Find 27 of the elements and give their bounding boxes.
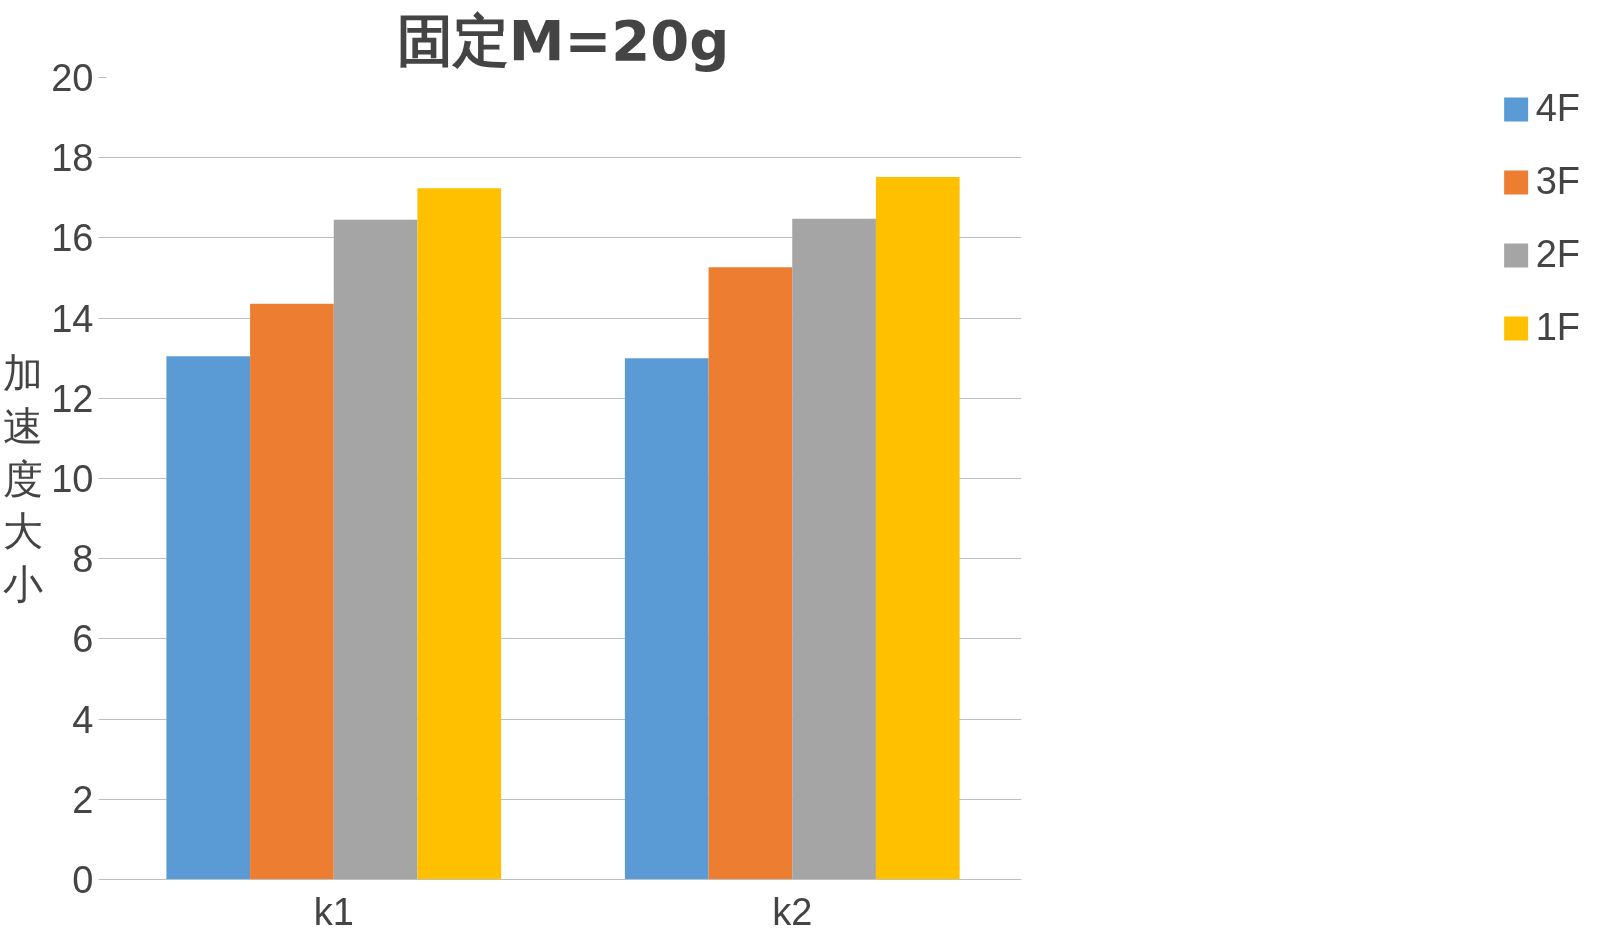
legend-label: 4F	[1535, 87, 1580, 130]
y-tick-label: 20	[51, 57, 94, 99]
x-tick-label: k2	[772, 890, 813, 933]
bar	[250, 303, 334, 880]
bar	[875, 176, 960, 880]
y-tick-label: 10	[51, 458, 94, 500]
y-tick-label: 8	[72, 538, 94, 581]
bar	[624, 358, 709, 880]
y-axis-title: 加速度大小	[3, 350, 44, 607]
legend-label: 1F	[1535, 306, 1580, 349]
y-tick-label: 18	[51, 137, 94, 180]
bar	[333, 219, 418, 880]
y-tick-label: 14	[51, 297, 94, 340]
bar	[166, 356, 251, 880]
y-tick-label: 4	[72, 698, 94, 741]
y-tick-label: 6	[72, 618, 94, 661]
bar	[417, 188, 502, 880]
y-tick-label: 12	[51, 377, 94, 420]
chart-title: 固定M=20g	[396, 7, 730, 73]
bar	[708, 267, 793, 880]
x-tick-label: k1	[313, 890, 354, 933]
y-tick-label: 2	[72, 778, 94, 821]
bar	[792, 218, 876, 880]
y-tick-label: 0	[72, 859, 94, 901]
legend-label: 2F	[1535, 233, 1580, 276]
legend-label: 3F	[1535, 160, 1580, 203]
y-tick-label: 16	[51, 217, 94, 260]
